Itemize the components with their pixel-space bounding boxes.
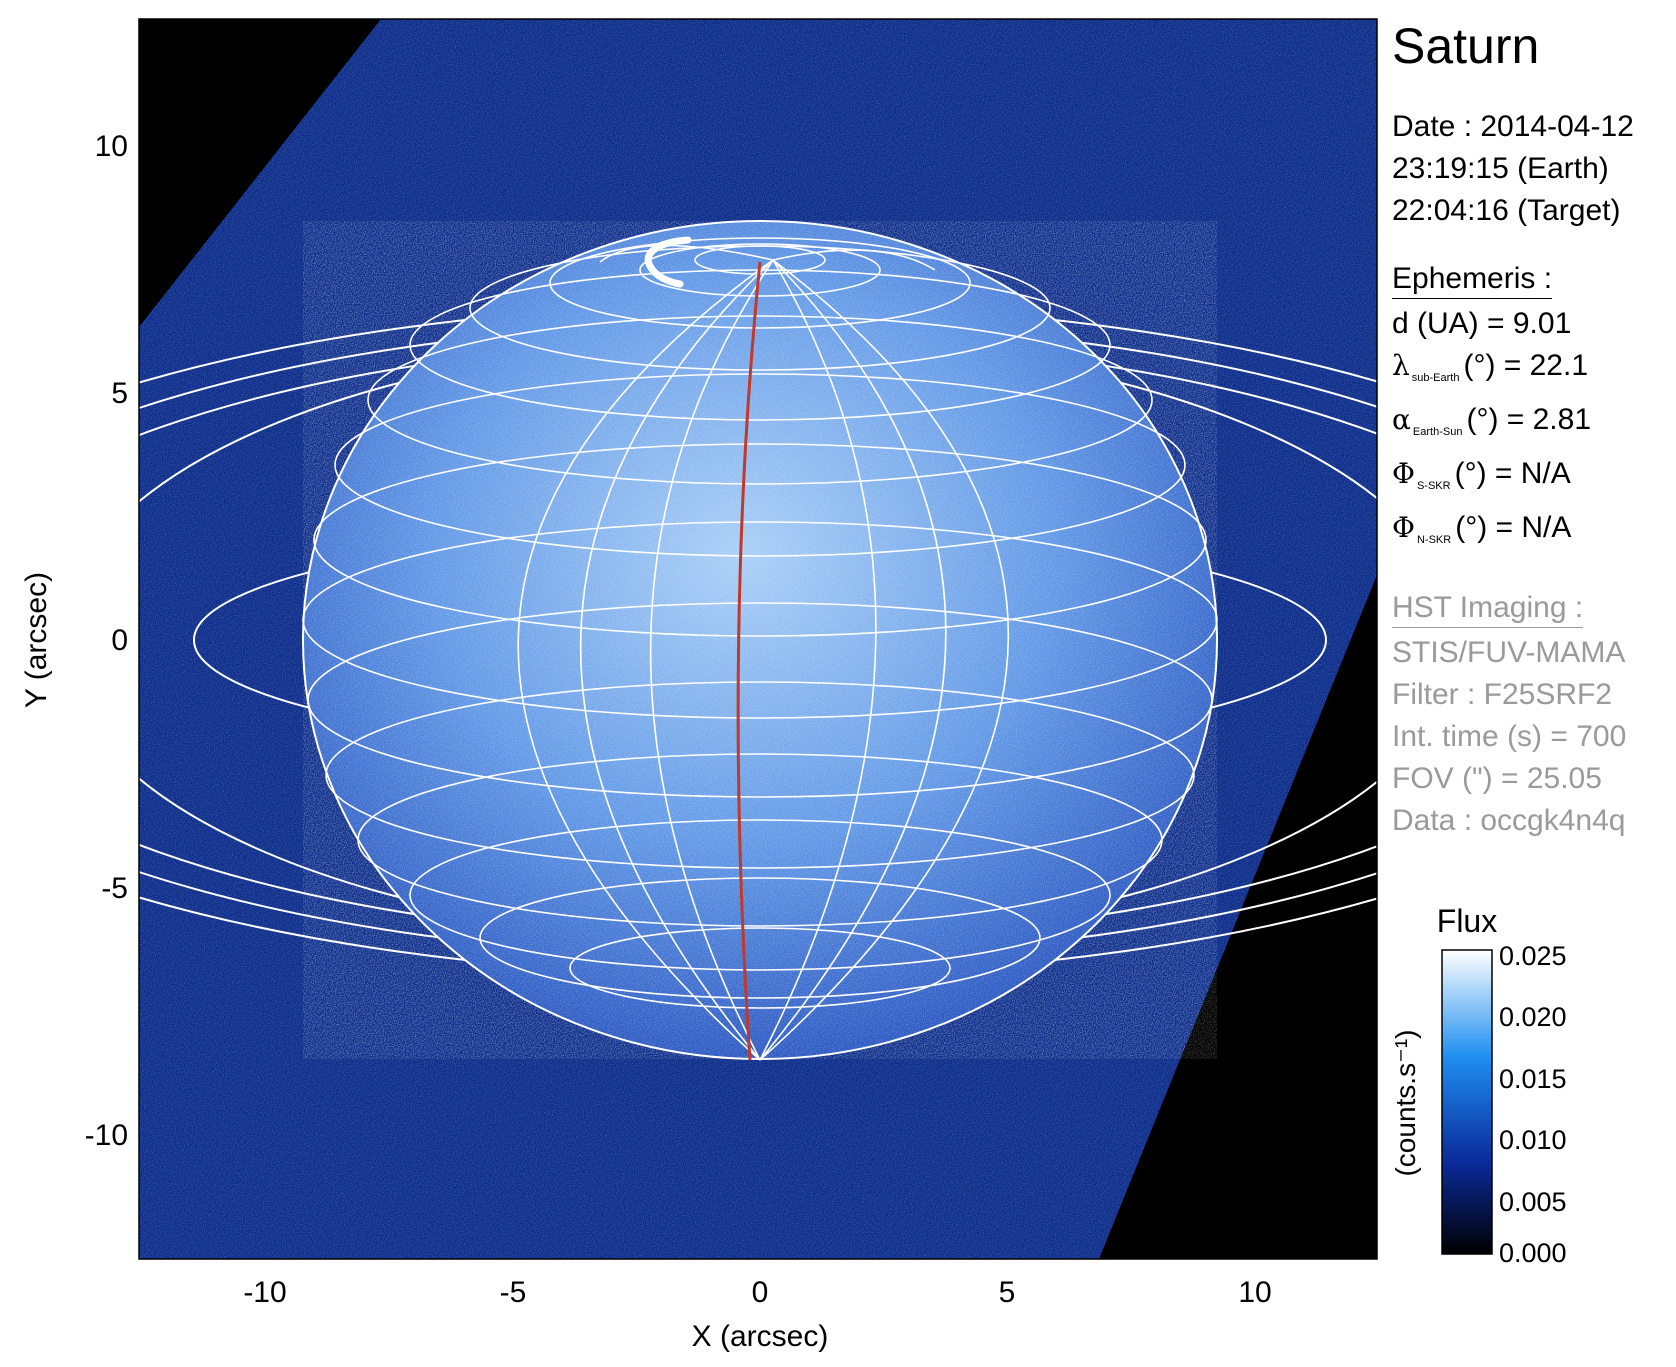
parallel-line: [334, 373, 1186, 557]
sub-earth-latitude: λ sub-Earth (°) = 22.1: [1392, 345, 1672, 399]
x-tick-label: -10: [243, 1276, 286, 1309]
image-panel: [139, 19, 1377, 1259]
y-axis-label: Y (arcsec): [20, 572, 53, 708]
limb-outline: [302, 220, 1218, 1060]
meridian-line: [599, 244, 774, 263]
lambda-subscript: sub-Earth: [1411, 372, 1460, 384]
x-tick-label: 0: [752, 1276, 769, 1309]
colorbar-unit: (counts.s⁻¹): [1390, 1029, 1421, 1176]
colorbar-tick-label: 0.010: [1499, 1125, 1567, 1155]
colorbar-gradient: [1441, 949, 1493, 1255]
colorbar-tick-label: 0.025: [1499, 941, 1567, 971]
x-tick-label: 5: [999, 1276, 1016, 1309]
phase-angle: α Earth-Sun (°) = 2.81: [1392, 399, 1672, 453]
phi-n-subscript: N-SKR: [1416, 534, 1452, 546]
x-axis-label: X (arcsec): [692, 1320, 829, 1353]
meridian-line: [759, 259, 1010, 1061]
parallel-line: [469, 245, 1051, 371]
x-tick-label: 10: [1238, 1276, 1271, 1309]
meridian-grid: [517, 244, 1010, 1061]
colorbar-title: Flux: [1437, 903, 1497, 939]
dataset-id: Data : occgk4n4q: [1392, 804, 1626, 837]
colorbar-tick-label: 0.020: [1499, 1002, 1567, 1032]
s-skr-phase: Φ S-SKR (°) = N/A: [1392, 453, 1672, 507]
phi-s-subscript: S-SKR: [1416, 480, 1451, 492]
target-name: Saturn: [1392, 18, 1540, 74]
y-tick-label: 10: [95, 130, 128, 163]
info-panel: Saturn Date : 2014-04-12 23:19:15 (Earth…: [1392, 16, 1672, 842]
x-axis: -10 -5 0 5 10 X (arcsec): [243, 1276, 1271, 1353]
ephemeris-heading: Ephemeris :: [1392, 260, 1553, 299]
meridian-line: [649, 259, 774, 1061]
phi-s-value: (°) = N/A: [1454, 457, 1571, 490]
meridian-line: [759, 259, 947, 1061]
lambda-symbol: λ: [1392, 349, 1410, 382]
y-tick-label: 0: [111, 624, 128, 657]
parallel-line: [409, 819, 1111, 971]
meridian-line: [579, 259, 774, 1061]
y-axis: 10 5 0 -5 -10 Y (arcsec): [20, 130, 128, 1152]
y-tick-label: 5: [111, 377, 128, 410]
instrument-name: STIS/FUV-MAMA: [1392, 636, 1626, 669]
central-meridian-line: [736, 261, 762, 1061]
parallel-line: [367, 315, 1153, 485]
filter-name: Filter : F25SRF2: [1392, 678, 1613, 711]
parallel-line: [325, 681, 1195, 869]
colorbar-tick-label: 0.000: [1499, 1238, 1567, 1268]
observation-date: Date : 2014-04-12: [1392, 110, 1634, 143]
integration-time: Int. time (s) = 700: [1392, 720, 1627, 753]
y-tick-label: -5: [101, 872, 128, 905]
alpha-symbol: α: [1392, 403, 1411, 436]
disk-grain: [303, 221, 1217, 1059]
imaging-heading: HST Imaging :: [1392, 589, 1584, 628]
axes-frame: [138, 18, 1378, 1260]
parallel-line: [313, 443, 1207, 637]
meridian-line: [759, 259, 877, 1061]
distance-value: d (UA) = 9.01: [1392, 307, 1572, 340]
x-tick-label: -5: [500, 1276, 527, 1309]
y-tick-label: -10: [85, 1119, 128, 1152]
target-time: 22:04:16 (Target): [1392, 194, 1621, 227]
alpha-value: (°) = 2.81: [1466, 403, 1592, 436]
meridian-line: [772, 249, 936, 271]
lambda-value: (°) = 22.1: [1463, 349, 1589, 382]
earth-time: 23:19:15 (Earth): [1392, 152, 1609, 185]
colorbar-tick-label: 0.015: [1499, 1064, 1567, 1094]
phi-n-value: (°) = N/A: [1455, 511, 1572, 544]
aurora-arc: [644, 236, 692, 288]
parallel-line: [479, 877, 1041, 999]
alpha-subscript: Earth-Sun: [1412, 426, 1463, 438]
parallel-line: [639, 243, 881, 297]
parallel-line: [569, 927, 951, 1009]
colorbar: Flux (counts.s⁻¹) 0.025 0.020 0.015 0.01…: [1390, 903, 1567, 1268]
phi-s-symbol: Φ: [1392, 457, 1415, 490]
parallel-line: [549, 237, 971, 329]
n-skr-phase: Φ N-SKR (°) = N/A: [1392, 507, 1672, 561]
latitude-grid: [302, 237, 1218, 1009]
phi-n-symbol: Φ: [1392, 511, 1415, 544]
meridian-line: [517, 259, 774, 1061]
field-of-view: FOV (") = 25.05: [1392, 762, 1602, 795]
colorbar-tick-label: 0.005: [1499, 1187, 1567, 1217]
